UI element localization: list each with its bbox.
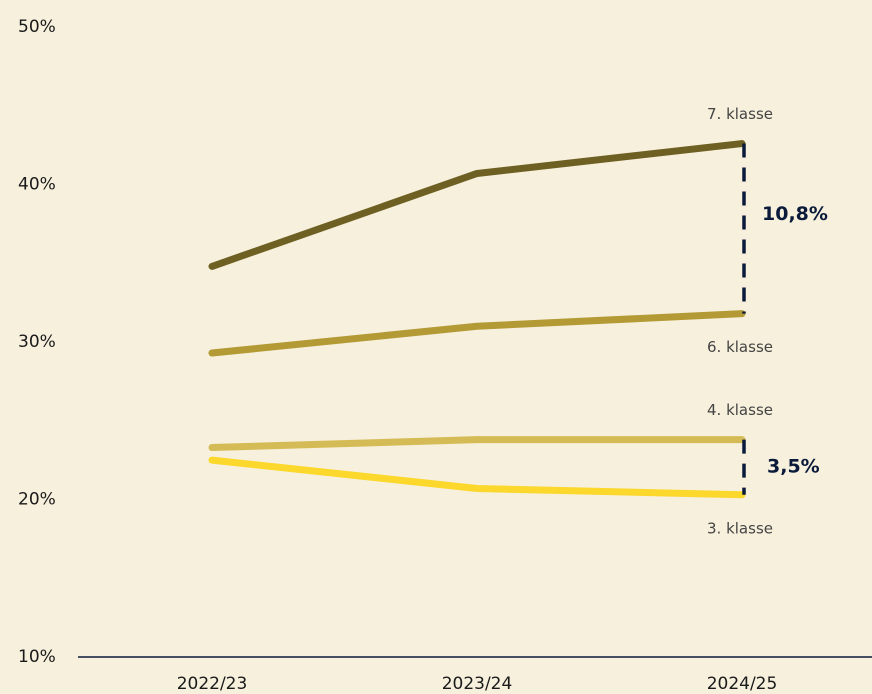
- y-tick-label: 20%: [18, 490, 56, 510]
- series-line: [208, 140, 746, 270]
- series-line: [208, 456, 746, 499]
- annotation: 10,8%: [762, 203, 828, 225]
- annotation: 3,5%: [767, 456, 820, 478]
- series-label: 4. klasse: [707, 401, 773, 419]
- series-line: [208, 310, 746, 357]
- series-label: 7. klasse: [707, 105, 773, 123]
- series-label: 3. klasse: [707, 519, 773, 537]
- y-tick-label: 30%: [18, 332, 56, 352]
- x-tick-label: 2024/25: [707, 674, 778, 694]
- y-tick-label: 10%: [18, 647, 56, 667]
- y-tick-label: 50%: [18, 17, 56, 37]
- x-tick-label: 2022/23: [177, 674, 248, 694]
- series-label: 6. klasse: [707, 338, 773, 356]
- y-tick-label: 40%: [18, 175, 56, 195]
- x-tick-label: 2023/24: [442, 674, 513, 694]
- series-line: [208, 436, 746, 452]
